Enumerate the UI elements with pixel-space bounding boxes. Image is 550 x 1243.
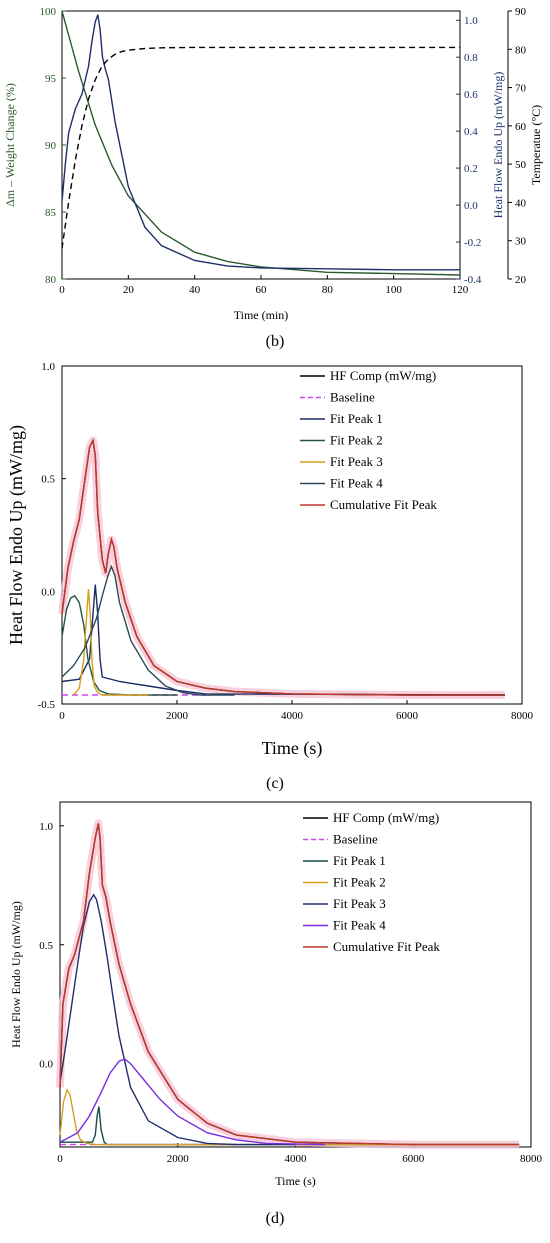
y-temp-tick-label: 90 xyxy=(515,6,527,18)
panel-label-d: (d) xyxy=(266,1210,285,1227)
x-tick-label: 60 xyxy=(256,284,268,296)
legend-label: Fit Peak 1 xyxy=(330,411,383,426)
y-axis-label: Heat Flow Endo Up (mW/mg) xyxy=(6,425,27,645)
y-temp-axis-label: Temperatue (°C) xyxy=(529,105,543,185)
y-tick-label: -0.5 xyxy=(38,699,56,711)
y-temp-tick-label: 80 xyxy=(515,44,527,56)
y-left-tick-label: 80 xyxy=(45,274,57,286)
y-left-tick-label: 85 xyxy=(45,207,57,219)
y-hf-axis-label: Heat Flow Endo Up (mW/mg) xyxy=(491,72,505,219)
x-tick-label: 2000 xyxy=(166,710,189,722)
y-hf-tick-label: 0.2 xyxy=(464,163,478,175)
y-left-tick-label: 90 xyxy=(45,140,57,152)
x-tick-label: 100 xyxy=(385,284,402,296)
x-tick-label: 40 xyxy=(189,284,201,296)
x-tick-label: 20 xyxy=(123,284,135,296)
legend-label: Fit Peak 3 xyxy=(333,896,386,911)
legend-label: Baseline xyxy=(333,832,378,847)
y-tick-label: 1.0 xyxy=(41,361,55,373)
plot-frame xyxy=(61,365,523,705)
y-temp-tick-label: 40 xyxy=(515,197,527,209)
series-line-6 xyxy=(59,823,520,1146)
y-tick-label: 0.0 xyxy=(41,586,55,598)
x-axis-label: Time (s) xyxy=(262,738,323,759)
series-line-3 xyxy=(59,1088,520,1146)
legend-label: Baseline xyxy=(330,390,375,405)
y-hf-tick-label: 0.8 xyxy=(464,52,478,64)
chart-c: 0 2000 4000 6000 8000 Time (s) -0.5 0.0 0.5 1.0 He… xyxy=(6,361,534,792)
y-temp-tick-label: 20 xyxy=(515,274,527,286)
x-tick-label: 6000 xyxy=(402,1153,425,1165)
y-left-axis-label: Δm – Weight Change (%) xyxy=(3,83,17,207)
legend-label: Cumulative Fit Peak xyxy=(330,497,437,512)
legend-label: Fit Peak 4 xyxy=(333,918,386,933)
y-hf-tick-label: 0.6 xyxy=(464,89,478,101)
series-line-0 xyxy=(61,438,505,696)
y-temp-tick-label: 60 xyxy=(515,121,527,133)
series-line-3 xyxy=(61,594,177,696)
series-line-b-2 xyxy=(61,46,460,249)
x-tick-label: 2000 xyxy=(167,1153,190,1165)
x-axis-label: Time (min) xyxy=(234,308,289,322)
plot-frame xyxy=(59,801,532,1148)
x-tick-label: 0 xyxy=(59,284,65,296)
legend-label: Fit Peak 3 xyxy=(330,454,383,469)
series-line-5 xyxy=(61,564,235,696)
x-tick-label: 80 xyxy=(322,284,334,296)
y-hf-tick-label: -0.2 xyxy=(464,237,481,249)
y-hf-tick-label: 0.0 xyxy=(464,200,478,212)
x-tick-label: 8000 xyxy=(511,710,534,722)
series-line-b-1 xyxy=(61,14,460,271)
series-line-6 xyxy=(61,438,505,696)
y-tick-label: 0.0 xyxy=(39,1059,53,1071)
series-line-b-0 xyxy=(61,10,461,276)
panel-label-c: (c) xyxy=(266,775,284,792)
chart-b: 0 20 40 60 80 100 120 Time (min) 80 85 90 95 100 Δm –… xyxy=(3,6,543,350)
series-line-4 xyxy=(72,589,149,696)
series-line-4 xyxy=(59,893,296,1146)
y-temp-tick-label: 50 xyxy=(515,159,527,171)
x-tick-label: 4000 xyxy=(281,710,304,722)
x-tick-label: 8000 xyxy=(520,1153,543,1165)
legend-label: Fit Peak 2 xyxy=(333,875,386,890)
chart-d: 0 2000 4000 6000 8000 Time (s) 0.0 0.5 1.0 Heat F… xyxy=(9,801,543,1227)
x-tick-label: 0 xyxy=(57,1153,63,1165)
legend-label: HF Comp (mW/mg) xyxy=(330,368,436,383)
y-left-tick-label: 100 xyxy=(40,6,57,18)
y-tick-label: 0.5 xyxy=(39,940,53,952)
x-tick-label: 6000 xyxy=(396,710,419,722)
x-axis-label: Time (s) xyxy=(275,1174,316,1188)
legend-label: HF Comp (mW/mg) xyxy=(333,810,439,825)
panel-label-b: (b) xyxy=(266,333,285,350)
y-temp-tick-label: 30 xyxy=(515,236,527,248)
x-tick-label: 0 xyxy=(59,710,65,722)
x-tick-label: 120 xyxy=(452,284,469,296)
y-axis-label: Heat Flow Endo Up (mW/mg) xyxy=(9,901,23,1048)
y-hf-tick-label: 0.4 xyxy=(464,126,478,138)
series-line-5 xyxy=(59,1058,325,1146)
series-line-2 xyxy=(60,1106,520,1146)
y-tick-label: 0.5 xyxy=(41,474,55,486)
legend-label: Cumulative Fit Peak xyxy=(333,939,440,954)
y-left-tick-label: 95 xyxy=(45,73,57,85)
y-tick-label: 1.0 xyxy=(39,821,53,833)
legend-label: Fit Peak 2 xyxy=(330,433,383,448)
cumulative-glow xyxy=(58,436,505,699)
y-hf-tick-label: -0.4 xyxy=(464,274,482,286)
x-tick-label: 4000 xyxy=(285,1153,308,1165)
cumulative-glow xyxy=(56,819,520,1149)
legend-label: Fit Peak 1 xyxy=(333,853,386,868)
legend-label: Fit Peak 4 xyxy=(330,476,383,491)
y-hf-tick-label: 1.0 xyxy=(464,15,478,27)
y-temp-tick-label: 70 xyxy=(515,83,527,95)
